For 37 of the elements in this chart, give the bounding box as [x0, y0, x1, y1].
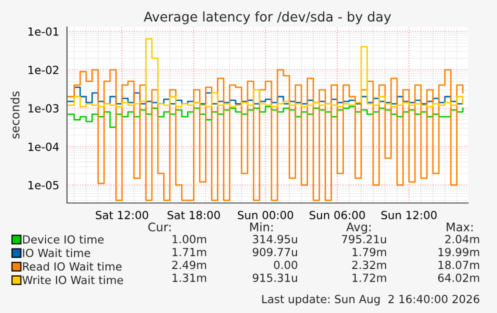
x-tick-label: Sat 12:00: [96, 210, 148, 220]
x-tick-label: Sun 06:00: [310, 210, 365, 220]
text: Max:: [446, 222, 473, 232]
text: 1.71m: [172, 248, 206, 256]
legend-label: Device IO time: [23, 235, 104, 244]
text: Avg:: [346, 222, 371, 234]
text: 64.02m: [438, 274, 480, 282]
text: 909.77u: [252, 248, 297, 256]
text: 1.31m: [172, 274, 206, 282]
x-tick-label: Sat 18:00: [168, 210, 220, 220]
text: 2.49m: [172, 260, 206, 270]
y-tick-label: 1e-05: [28, 180, 58, 190]
text: 1.79m: [352, 248, 386, 256]
text: 795.21u: [342, 234, 386, 244]
text: 1.72m: [352, 274, 386, 282]
y-axis-title: seconds: [10, 91, 20, 138]
legend-label: Write IO Wait time: [22, 276, 123, 284]
text: Min:: [250, 222, 273, 232]
text: 19.99m: [438, 248, 480, 256]
y-tick-label: 1e-01: [28, 27, 58, 36]
y-tick-label: 1e-03: [28, 104, 58, 113]
text: Cur:: [148, 222, 171, 232]
text: 0.00: [274, 260, 298, 270]
text: Last update: Sun Aug 2 16:40:00 2026: [262, 294, 480, 306]
chart-title: Average latency for /dev/sda - by day: [144, 11, 391, 24]
text: 2.04m: [445, 234, 480, 244]
y-tick-label: 1e-04: [28, 142, 59, 151]
text: 314.95u: [252, 234, 297, 244]
text: 2.32m: [352, 260, 386, 270]
legend-label: IO Wait time: [23, 248, 90, 258]
text: 18.07m: [438, 260, 480, 270]
x-tick-label: Sun 12:00: [381, 210, 437, 220]
x-tick-label: Sun 00:00: [238, 210, 294, 220]
text: 915.31u: [252, 274, 297, 282]
y-tick-label: 1e-02: [28, 66, 58, 74]
text: 1.00m: [172, 234, 206, 244]
legend-label: Read IO Wait time: [23, 262, 122, 271]
